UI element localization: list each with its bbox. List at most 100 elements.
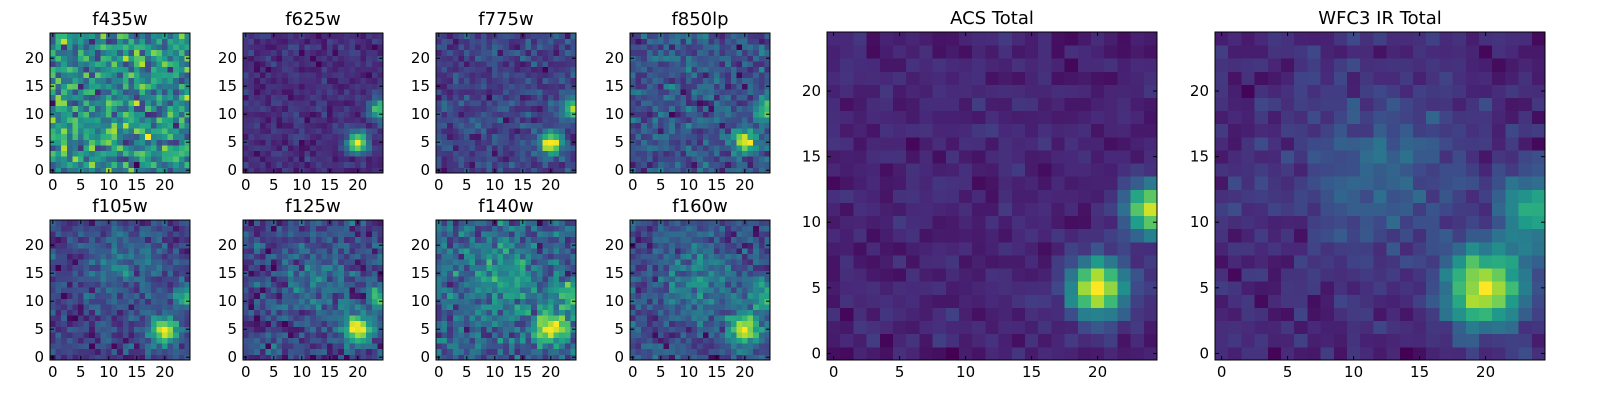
- heatmap-cell: [554, 226, 560, 232]
- heatmap-cell: [344, 315, 350, 321]
- heatmap-cell: [641, 151, 647, 157]
- heatmap-cell: [254, 259, 260, 265]
- heatmap-cell: [288, 117, 294, 123]
- y-tick-label: 10: [25, 105, 44, 123]
- heatmap-cell: [305, 220, 311, 226]
- heatmap-cell: [470, 156, 476, 162]
- heatmap-cell: [447, 282, 453, 288]
- heatmap-cell: [464, 134, 470, 140]
- heatmap-cell: [321, 128, 327, 134]
- heatmap-cell: [486, 231, 492, 237]
- heatmap-cell: [554, 50, 560, 56]
- heatmap-cell: [89, 287, 95, 293]
- heatmap-cell: [254, 61, 260, 67]
- heatmap-cell: [725, 50, 731, 56]
- heatmap-cell: [134, 111, 140, 117]
- heatmap-cell: [355, 39, 361, 45]
- heatmap-cell: [464, 117, 470, 123]
- heatmap-cell: [100, 128, 106, 134]
- heatmap-cell: [168, 242, 174, 248]
- heatmap-cell: [333, 151, 339, 157]
- heatmap-cell: [697, 95, 703, 101]
- heatmap-cell: [509, 343, 515, 349]
- heatmap-cell: [753, 128, 759, 134]
- heatmap-cell: [156, 78, 162, 84]
- heatmap-cell: [151, 95, 157, 101]
- heatmap-cell: [736, 33, 742, 39]
- heatmap-cell: [464, 287, 470, 293]
- heatmap-cell: [514, 343, 520, 349]
- heatmap-cell: [697, 78, 703, 84]
- heatmap-cell: [67, 50, 73, 56]
- heatmap-cell: [664, 304, 670, 310]
- heatmap-cell: [458, 338, 464, 344]
- heatmap-cell: [503, 343, 509, 349]
- heatmap-cell: [366, 100, 372, 106]
- heatmap-cell: [56, 89, 62, 95]
- heatmap-cell: [128, 304, 134, 310]
- heatmap-cell: [554, 117, 560, 123]
- heatmap-cell: [486, 265, 492, 271]
- heatmap-cell: [282, 44, 288, 50]
- heatmap-cell: [725, 100, 731, 106]
- heatmap-cell: [333, 321, 339, 327]
- heatmap-cell: [526, 265, 532, 271]
- heatmap-cell: [361, 259, 367, 265]
- heatmap-cell: [321, 89, 327, 95]
- heatmap-cell: [151, 78, 157, 84]
- heatmap-cell: [84, 242, 90, 248]
- heatmap-cell: [67, 33, 73, 39]
- heatmap-cell: [327, 39, 333, 45]
- heatmap-cell: [156, 265, 162, 271]
- heatmap-cell: [498, 156, 504, 162]
- heatmap-cell: [630, 338, 636, 344]
- heatmap-cell: [249, 78, 255, 84]
- heatmap-cell: [458, 248, 464, 254]
- heatmap-cell: [162, 343, 168, 349]
- heatmap-cell: [537, 33, 543, 39]
- heatmap-cell: [277, 349, 283, 355]
- heatmap-cell: [349, 134, 355, 140]
- heatmap-cell: [498, 128, 504, 134]
- heatmap-cell: [526, 128, 532, 134]
- heatmap-cell: [548, 67, 554, 73]
- heatmap-cell: [293, 226, 299, 232]
- heatmap-cell: [531, 282, 537, 288]
- heatmap-cell: [725, 338, 731, 344]
- heatmap-cell: [305, 226, 311, 232]
- heatmap-cell: [112, 100, 118, 106]
- heatmap-cell: [338, 259, 344, 265]
- heatmap-cell: [89, 117, 95, 123]
- heatmap-cell: [520, 139, 526, 145]
- heatmap-cell: [748, 145, 754, 151]
- y-tick-label: 10: [411, 292, 430, 310]
- heatmap-cell: [117, 100, 123, 106]
- y-tick-label: 15: [218, 77, 237, 95]
- heatmap-cell: [95, 33, 101, 39]
- heatmap-cell: [310, 270, 316, 276]
- heatmap-cell: [254, 151, 260, 157]
- heatmap-cell: [692, 44, 698, 50]
- heatmap-cell: [100, 298, 106, 304]
- heatmap-cell: [714, 298, 720, 304]
- y-tick-label: 5: [614, 133, 624, 151]
- heatmap-cell: [630, 123, 636, 129]
- heatmap-cell: [720, 134, 726, 140]
- heatmap-cell: [293, 162, 299, 168]
- heatmap-cells: [436, 220, 576, 360]
- heatmap-cell: [61, 33, 67, 39]
- heatmap-cell: [475, 326, 481, 332]
- heatmap-cell: [526, 61, 532, 67]
- heatmap-cell: [498, 55, 504, 61]
- heatmap-cell: [134, 248, 140, 254]
- heatmap-cell: [61, 89, 67, 95]
- heatmap-cell: [442, 72, 448, 78]
- heatmap-cell: [338, 304, 344, 310]
- heatmap-cell: [145, 270, 151, 276]
- heatmap-cell: [355, 293, 361, 299]
- heatmap-cell: [486, 50, 492, 56]
- heatmap-cell: [117, 139, 123, 145]
- heatmap-cell: [686, 128, 692, 134]
- heatmap-cell: [720, 95, 726, 101]
- heatmap-cell: [95, 304, 101, 310]
